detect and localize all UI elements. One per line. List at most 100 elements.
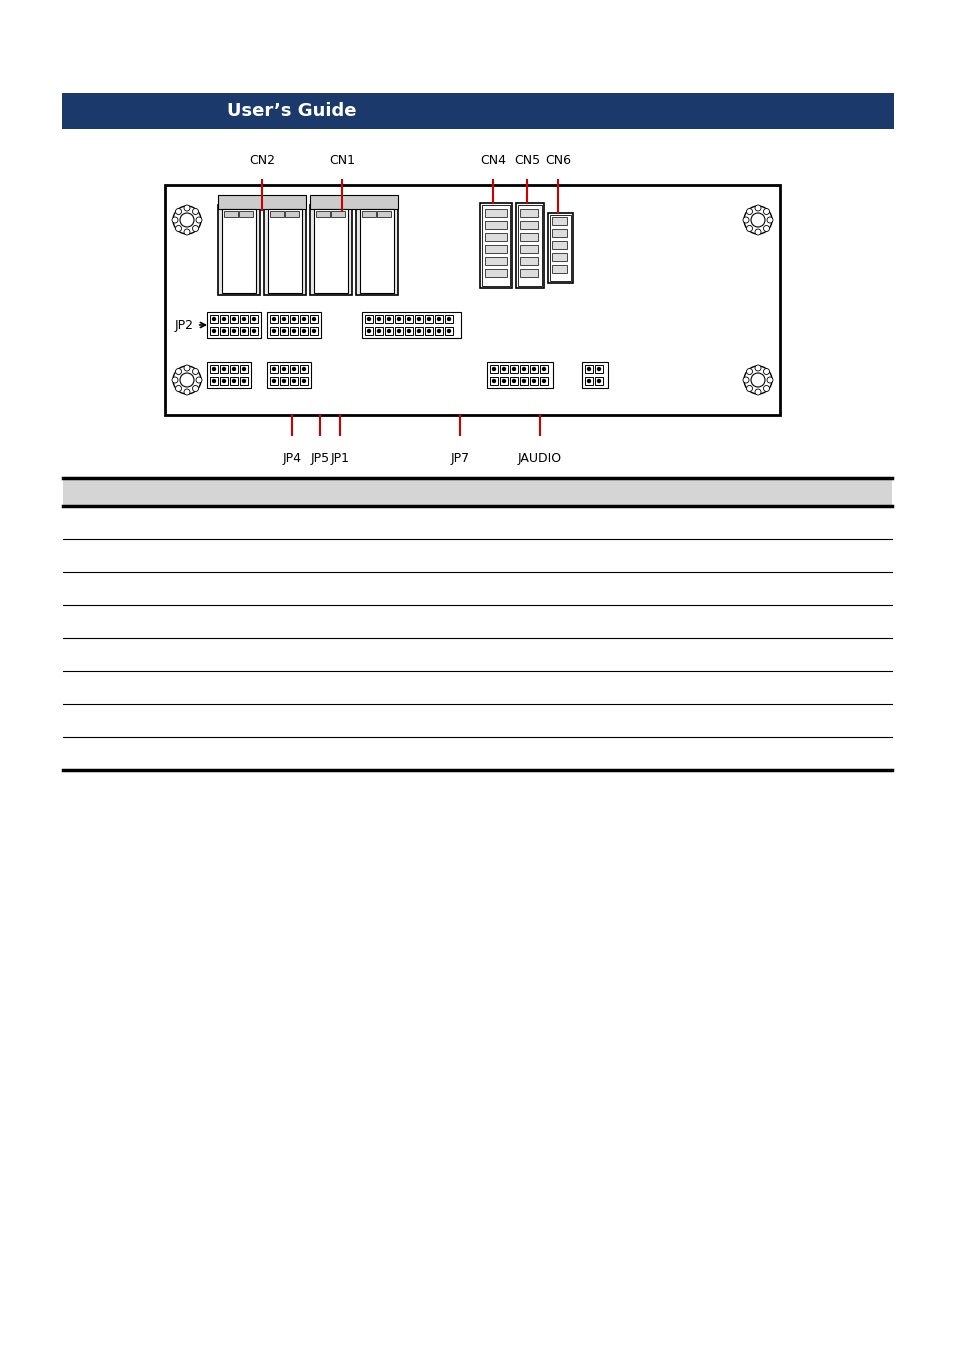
Circle shape	[213, 317, 215, 320]
Bar	[519, 256, 537, 265]
Circle shape	[377, 317, 380, 320]
Bar	[415, 315, 422, 323]
Bar	[530, 377, 537, 385]
Bar	[484, 256, 506, 265]
Circle shape	[273, 329, 275, 332]
Circle shape	[282, 367, 285, 370]
Bar	[290, 364, 297, 373]
Bar	[240, 377, 248, 385]
Bar	[490, 377, 497, 385]
Circle shape	[512, 367, 515, 370]
Circle shape	[746, 225, 752, 231]
Bar	[299, 315, 308, 323]
Circle shape	[213, 379, 215, 382]
Bar	[310, 205, 352, 296]
Circle shape	[597, 367, 599, 370]
Circle shape	[242, 329, 245, 332]
Bar	[270, 315, 277, 323]
Bar	[165, 185, 780, 414]
Bar	[280, 364, 288, 373]
Circle shape	[195, 377, 202, 383]
Bar	[444, 315, 453, 323]
Bar	[552, 217, 566, 225]
Circle shape	[750, 213, 764, 227]
Circle shape	[367, 317, 370, 320]
Bar	[220, 327, 228, 335]
Circle shape	[762, 208, 769, 215]
Circle shape	[754, 389, 760, 396]
Circle shape	[273, 367, 275, 370]
Circle shape	[273, 379, 275, 382]
Circle shape	[762, 369, 769, 374]
Text: CN4: CN4	[479, 154, 505, 167]
Bar	[516, 202, 543, 288]
Bar	[484, 234, 506, 242]
Bar	[405, 315, 413, 323]
Bar	[220, 377, 228, 385]
Bar	[210, 315, 218, 323]
Circle shape	[437, 317, 440, 320]
Circle shape	[193, 386, 198, 391]
Bar	[435, 327, 442, 335]
Bar	[395, 315, 402, 323]
Circle shape	[754, 364, 760, 371]
Text: CN2: CN2	[249, 154, 274, 167]
Circle shape	[184, 205, 190, 211]
Bar	[355, 205, 397, 296]
Circle shape	[253, 317, 255, 320]
Circle shape	[427, 317, 430, 320]
Text: CN1: CN1	[329, 154, 355, 167]
Circle shape	[417, 329, 420, 332]
Bar	[595, 377, 602, 385]
Bar	[220, 364, 228, 373]
Bar	[218, 194, 306, 209]
Bar	[484, 221, 506, 230]
Circle shape	[233, 317, 235, 320]
Circle shape	[762, 225, 769, 231]
Bar	[240, 364, 248, 373]
Circle shape	[587, 379, 590, 382]
Bar	[285, 211, 298, 217]
Text: JAUDIO: JAUDIO	[517, 452, 561, 464]
Bar	[530, 364, 537, 373]
Bar	[270, 364, 277, 373]
Bar	[264, 205, 306, 296]
Circle shape	[766, 377, 772, 383]
Bar	[290, 377, 297, 385]
Bar	[314, 209, 348, 293]
Circle shape	[180, 373, 193, 387]
Circle shape	[242, 379, 245, 382]
Bar	[519, 269, 537, 277]
Bar	[479, 202, 512, 288]
Circle shape	[302, 379, 305, 382]
Bar	[250, 315, 257, 323]
Bar	[250, 327, 257, 335]
Circle shape	[233, 329, 235, 332]
Bar	[375, 327, 382, 335]
Bar	[365, 327, 373, 335]
Bar	[240, 327, 248, 335]
Circle shape	[407, 317, 410, 320]
Bar	[584, 377, 593, 385]
Bar	[270, 211, 284, 217]
Text: CN5: CN5	[514, 154, 539, 167]
Bar	[510, 377, 517, 385]
Circle shape	[222, 367, 225, 370]
Circle shape	[184, 389, 190, 396]
Circle shape	[522, 367, 525, 370]
Circle shape	[512, 379, 515, 382]
Bar	[207, 312, 261, 338]
Circle shape	[242, 367, 245, 370]
Circle shape	[233, 379, 235, 382]
Circle shape	[762, 386, 769, 391]
Circle shape	[302, 317, 305, 320]
Circle shape	[754, 230, 760, 235]
Circle shape	[407, 329, 410, 332]
Circle shape	[193, 225, 198, 231]
Bar	[519, 364, 527, 373]
Bar	[331, 211, 345, 217]
Circle shape	[387, 317, 390, 320]
Circle shape	[743, 366, 771, 394]
Bar	[268, 209, 302, 293]
Bar	[224, 211, 237, 217]
